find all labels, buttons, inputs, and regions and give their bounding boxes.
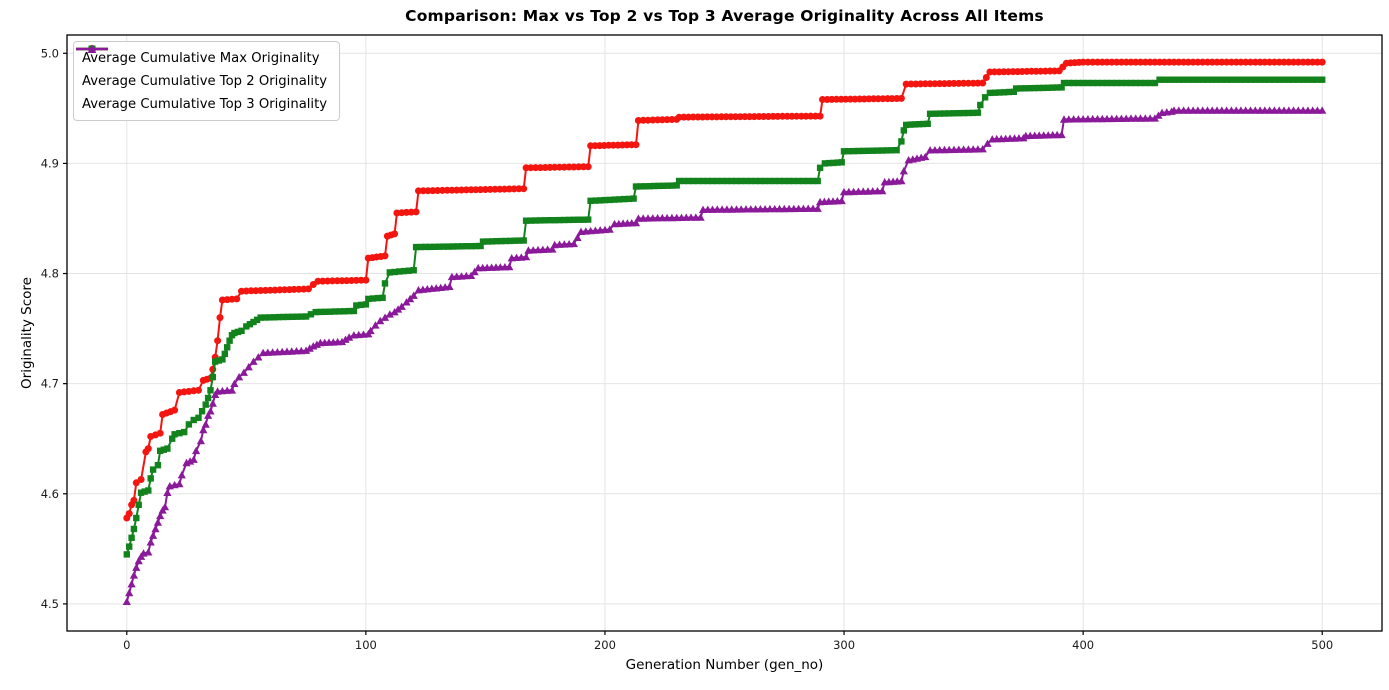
y-tick-label: 5.0 [41, 46, 59, 60]
axis-ticks: 0 100 200 300 400 500 4.5 4.6 4.7 4.8 4.9 5.0 [41, 46, 1334, 652]
y-axis-label: Originality Score [19, 277, 35, 389]
legend-item: Average Cumulative Max Originality [76, 45, 327, 69]
y-tick-label: 4.6 [41, 487, 59, 501]
y-tick-label: 4.7 [41, 377, 59, 391]
gridlines [67, 35, 1382, 631]
legend-item: Average Cumulative Top 3 Originality [76, 44, 328, 115]
legend: Average Cumulative Max Originality Averag… [73, 41, 341, 121]
legend-label: Average Cumulative Top 2 Originality [82, 73, 328, 89]
legend-label: Average Cumulative Max Originality [82, 50, 320, 66]
x-tick-label: 500 [1311, 638, 1333, 652]
legend-label: Average Cumulative Top 3 Originality [82, 96, 328, 112]
series-3-line [122, 106, 1327, 605]
y-tick-label: 4.8 [41, 267, 59, 281]
series-2-line [123, 76, 1326, 558]
x-tick-label: 100 [355, 638, 377, 652]
plot-frame [66, 34, 1383, 632]
x-axis-label: Generation Number (gen_no) [625, 657, 824, 673]
series-1-line [123, 58, 1326, 522]
y-tick-label: 4.9 [41, 156, 59, 170]
y-tick-label: 4.5 [41, 597, 59, 611]
legend-triangle-marker-icon [76, 44, 108, 53]
chart-title: Comparison: Max vs Top 2 vs Top 3 Averag… [405, 7, 1044, 25]
legend-item: Average Cumulative Top 2 Originality [76, 45, 328, 92]
x-tick-label: 300 [833, 638, 855, 652]
x-tick-label: 0 [123, 638, 130, 652]
x-tick-label: 200 [594, 638, 616, 652]
x-tick-label: 400 [1072, 638, 1094, 652]
